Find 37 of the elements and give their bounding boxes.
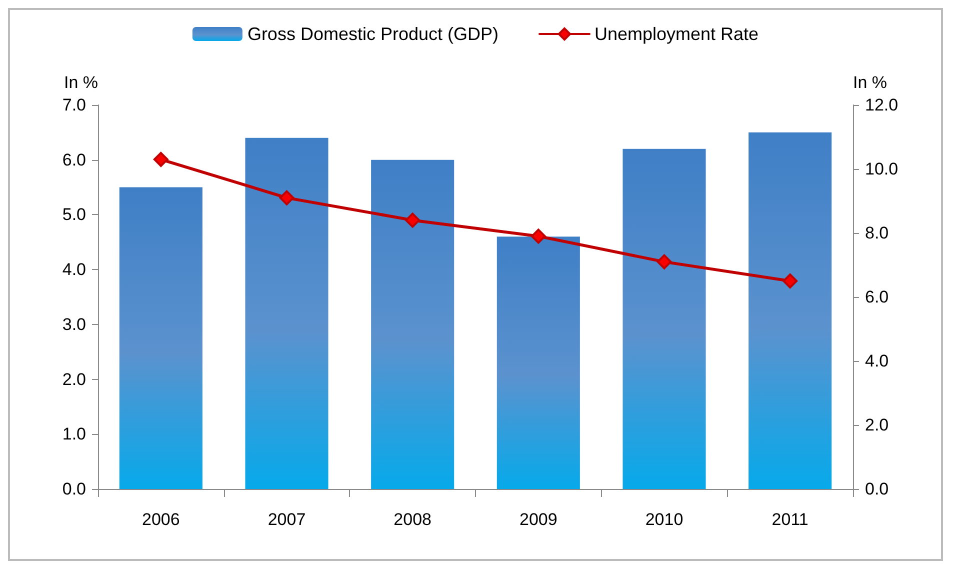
bar xyxy=(371,160,454,489)
y2-tick-label: 12.0 xyxy=(865,96,898,114)
bar xyxy=(748,132,832,489)
point xyxy=(153,152,168,167)
y-tick-label: 7.0 xyxy=(62,96,86,114)
y-tick-label: 2.0 xyxy=(62,370,86,389)
x-tick-label: 2007 xyxy=(268,510,306,529)
y-tick-label: 0.0 xyxy=(62,480,86,498)
y2-tick-label: 0.0 xyxy=(865,480,889,498)
y2-axis-title: In % xyxy=(853,73,888,92)
bar xyxy=(622,148,706,489)
point xyxy=(782,274,798,288)
y2-tick-label: 10.0 xyxy=(865,160,898,178)
point xyxy=(279,190,294,206)
point xyxy=(405,212,420,228)
y-tick-label: 1.0 xyxy=(62,424,86,444)
x-tick-label: 2008 xyxy=(394,510,432,529)
y-tick-label: 6.0 xyxy=(62,150,86,170)
y2-tick-label: 4.0 xyxy=(865,352,889,370)
bar xyxy=(496,236,580,489)
y-tick-label: 5.0 xyxy=(62,205,86,224)
bar xyxy=(245,138,328,489)
y2-tick-label: 2.0 xyxy=(865,416,889,434)
y-tick-label: 3.0 xyxy=(62,314,86,334)
x-tick-label: 2011 xyxy=(772,510,808,529)
legend-label: Unemployment Rate xyxy=(594,24,759,44)
y2-tick-label: 8.0 xyxy=(865,224,889,242)
point xyxy=(530,228,546,244)
bar xyxy=(119,187,202,489)
x-tick-label: 2010 xyxy=(645,510,684,529)
legend-label: Gross Domestic Product (GDP) xyxy=(247,24,498,44)
y2-tick-label: 6.0 xyxy=(865,288,889,306)
point xyxy=(656,254,672,270)
x-tick-label: 2009 xyxy=(520,510,558,529)
y-tick-label: 4.0 xyxy=(62,260,86,280)
y-axis-title: In % xyxy=(64,73,98,92)
x-tick-label: 2006 xyxy=(142,510,180,529)
